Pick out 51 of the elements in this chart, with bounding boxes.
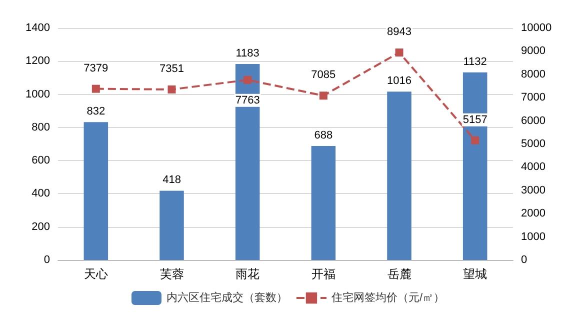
y2-tick-label: 5000 <box>521 138 546 150</box>
x-tick-label: 岳麓 <box>387 267 412 281</box>
x-tick-label: 开福 <box>311 267 336 281</box>
y-tick-label: 800 <box>32 121 50 134</box>
point <box>319 92 328 100</box>
bar <box>387 92 412 260</box>
data-label: 1183 <box>236 47 260 60</box>
data-label: 418 <box>162 174 181 186</box>
point <box>92 84 100 93</box>
x-tick-label: 雨花 <box>236 267 260 281</box>
y2-tick-label: 10000 <box>521 22 552 34</box>
x-tick-label: 芙蓉 <box>160 267 184 281</box>
data-label: 8943 <box>387 26 412 38</box>
bar <box>235 64 260 260</box>
point <box>395 48 404 57</box>
data-label: 7763 <box>235 94 260 106</box>
point <box>168 85 176 94</box>
data-label: 7379 <box>84 62 108 74</box>
y2-tick-label: 2000 <box>521 208 546 220</box>
y-tick-label: 1000 <box>26 88 50 100</box>
point <box>244 76 252 84</box>
y2-tick-label: 4000 <box>521 161 546 174</box>
y-tick-label: 200 <box>32 220 50 233</box>
bar <box>160 190 184 260</box>
x-tick-label: 天心 <box>84 267 108 281</box>
y2-tick-label: 6000 <box>521 114 546 127</box>
data-label: 832 <box>86 106 106 118</box>
data-label: 7085 <box>311 69 336 82</box>
y2-tick-label: 7000 <box>521 92 546 104</box>
y2-tick-label: 8000 <box>521 68 546 80</box>
data-label: 5157 <box>462 114 488 126</box>
legend-label: 内六区住宅成交（套数） <box>166 291 288 304</box>
data-label: 1016 <box>387 75 412 88</box>
y2-tick-label: 9000 <box>521 45 546 58</box>
y-tick-label: 1200 <box>26 55 50 68</box>
y-tick-label: 400 <box>32 188 50 200</box>
y2-tick-label: 3000 <box>521 184 546 196</box>
x-tick-label: 望城 <box>463 267 488 281</box>
y-tick-label: 0 <box>44 254 50 266</box>
bar <box>311 146 336 260</box>
data-label: 7351 <box>160 62 184 75</box>
data-label: 688 <box>314 129 333 142</box>
y2-tick-label: 1000 <box>521 230 546 243</box>
data-label: 1132 <box>463 56 487 68</box>
y2-tick-label: 0 <box>521 254 528 266</box>
bar <box>462 72 488 260</box>
legend-label: 住宅网签均价（元/㎡） <box>331 291 445 304</box>
bar <box>84 122 108 260</box>
y-tick-label: 600 <box>32 154 50 167</box>
point <box>471 136 480 144</box>
y-tick-label: 1400 <box>26 22 50 34</box>
